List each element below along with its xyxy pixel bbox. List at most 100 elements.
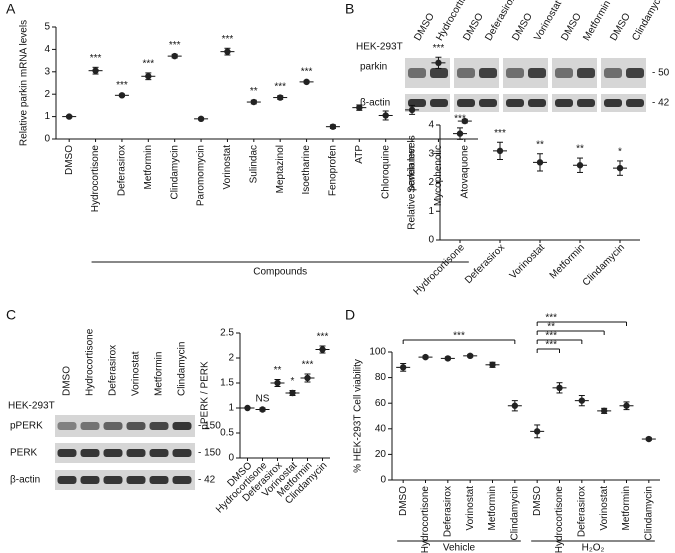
significance-label: *** bbox=[222, 34, 234, 45]
x-tick-label: Vorinostat bbox=[465, 486, 476, 531]
y-tick-label: 3 bbox=[44, 66, 50, 77]
y-axis-label: Relative parkin mRNA levels bbox=[19, 20, 30, 146]
y-tick-label: 0 bbox=[228, 453, 234, 464]
x-tick-label: Chloroquine bbox=[380, 145, 391, 199]
x-tick-label: Clindamycin bbox=[169, 145, 180, 199]
y-tick-label: 80 bbox=[375, 372, 387, 383]
lane-label: Hydrocortisone bbox=[85, 328, 96, 396]
size-marker: - 42 bbox=[198, 475, 216, 486]
blot-background bbox=[55, 443, 195, 463]
blot-band bbox=[57, 476, 77, 484]
cell-line-label: HEK-293T bbox=[8, 401, 55, 412]
mean-dot bbox=[456, 130, 464, 137]
mean-dot bbox=[259, 406, 266, 413]
significance-label: ** bbox=[250, 86, 258, 97]
blot-band bbox=[57, 422, 77, 430]
blot-background bbox=[454, 94, 499, 112]
panel-letter: A bbox=[6, 1, 16, 17]
mean-dot bbox=[399, 364, 407, 371]
significance-label: ** bbox=[536, 139, 544, 150]
significance-label: *** bbox=[142, 59, 154, 70]
y-tick-label: 0 bbox=[428, 235, 434, 246]
significance-label: *** bbox=[494, 128, 506, 139]
y-tick-label: 2 bbox=[228, 353, 234, 364]
x-tick-label: Paromomycin bbox=[196, 145, 207, 206]
blot-band bbox=[555, 99, 573, 107]
significance-label: *** bbox=[90, 53, 102, 64]
lane-label: Vorinostat bbox=[131, 351, 142, 396]
mean-dot bbox=[489, 361, 496, 368]
significance-label: * bbox=[291, 376, 295, 387]
lane-label: Clindamycin bbox=[177, 342, 188, 396]
y-axis-label: % HEK-293T Cell viability bbox=[353, 359, 364, 473]
blot-band bbox=[626, 68, 644, 78]
y-tick-label: 1 bbox=[228, 403, 234, 414]
x-tick-label: Deferasirox bbox=[463, 242, 507, 286]
x-tick-label: Vorinostat bbox=[222, 145, 233, 190]
group-label: H₂O₂ bbox=[582, 543, 605, 553]
x-axis-label: Compounds bbox=[253, 267, 307, 278]
blot-band bbox=[103, 449, 123, 457]
mean-dot bbox=[511, 402, 519, 409]
mean-dot bbox=[356, 104, 363, 111]
blot-background bbox=[405, 94, 450, 112]
row-label: pPERK bbox=[10, 421, 43, 432]
blot-band bbox=[126, 449, 146, 457]
panel-letter: D bbox=[345, 307, 355, 323]
mean-dot bbox=[623, 402, 630, 409]
blot-band bbox=[149, 476, 169, 484]
row-label: PERK bbox=[10, 448, 38, 459]
mean-dot bbox=[496, 147, 504, 155]
x-tick-label: Metformin bbox=[548, 242, 587, 281]
x-tick-label: Atovaquone bbox=[459, 145, 470, 199]
blot-band bbox=[506, 68, 524, 78]
mean-dot bbox=[422, 353, 429, 361]
blot-background bbox=[503, 94, 548, 112]
mean-dot bbox=[92, 67, 99, 74]
mean-dot bbox=[171, 52, 178, 60]
x-tick-label: Deferasirox bbox=[117, 145, 128, 196]
blot-band bbox=[430, 68, 448, 78]
x-tick-label: Hydrocortisone bbox=[420, 486, 431, 553]
blot-band bbox=[506, 99, 524, 107]
y-axis-label: Relative parkin levels bbox=[407, 135, 418, 230]
x-tick-label: Deferasirox bbox=[442, 486, 453, 537]
blot-band bbox=[103, 422, 123, 430]
lane-label: Clindamycin bbox=[630, 0, 667, 43]
mean-dot bbox=[329, 123, 337, 130]
blot-band bbox=[479, 99, 497, 107]
blot-background bbox=[55, 415, 195, 437]
mean-dot bbox=[274, 379, 281, 387]
blot-band bbox=[430, 99, 448, 107]
y-axis-label: pPERK / PERK bbox=[200, 361, 211, 430]
blot-band bbox=[80, 449, 100, 457]
lane-label: Metformin bbox=[154, 352, 165, 396]
y-tick-label: 1 bbox=[44, 111, 50, 122]
mean-dot bbox=[435, 59, 442, 67]
y-tick-label: 0 bbox=[380, 475, 386, 486]
x-tick-label: Vorinostat bbox=[599, 486, 610, 531]
mean-dot bbox=[645, 435, 653, 443]
blot-band bbox=[479, 68, 497, 78]
blot-band bbox=[577, 99, 595, 107]
lane-label: DMSO bbox=[608, 11, 633, 43]
significance-label: ** bbox=[547, 322, 555, 333]
blot-band bbox=[57, 449, 77, 457]
mean-dot bbox=[461, 117, 469, 125]
y-tick-label: 2 bbox=[44, 89, 50, 100]
mean-dot bbox=[65, 113, 73, 120]
mean-dot bbox=[533, 428, 541, 435]
blot-band bbox=[457, 99, 475, 107]
y-tick-label: 2 bbox=[428, 177, 434, 188]
mean-dot bbox=[556, 384, 563, 392]
blot-band bbox=[80, 422, 100, 430]
mean-dot bbox=[118, 92, 126, 99]
blot-background bbox=[601, 94, 646, 112]
mean-dot bbox=[576, 162, 584, 169]
row-label: β-actin bbox=[10, 475, 40, 486]
blot-band bbox=[103, 476, 123, 484]
x-tick-label: Fenoprofen bbox=[328, 145, 339, 196]
mean-dot bbox=[578, 397, 586, 404]
lane-label: DMSO bbox=[412, 11, 437, 43]
